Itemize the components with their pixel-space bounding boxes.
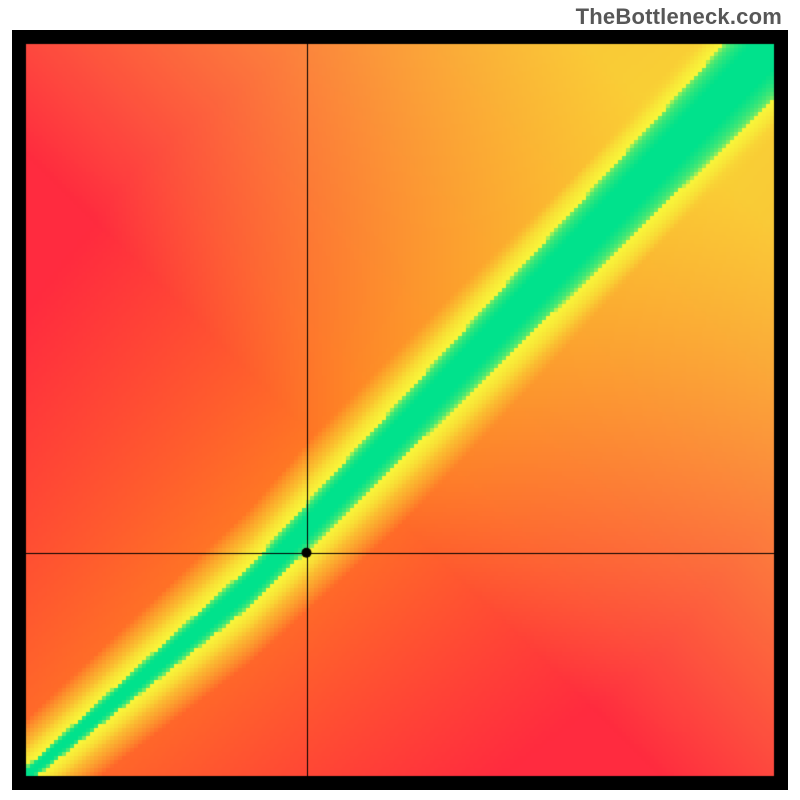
bottleneck-heatmap bbox=[12, 30, 788, 790]
chart-container: TheBottleneck.com bbox=[0, 0, 800, 800]
attribution-text: TheBottleneck.com bbox=[576, 4, 782, 30]
